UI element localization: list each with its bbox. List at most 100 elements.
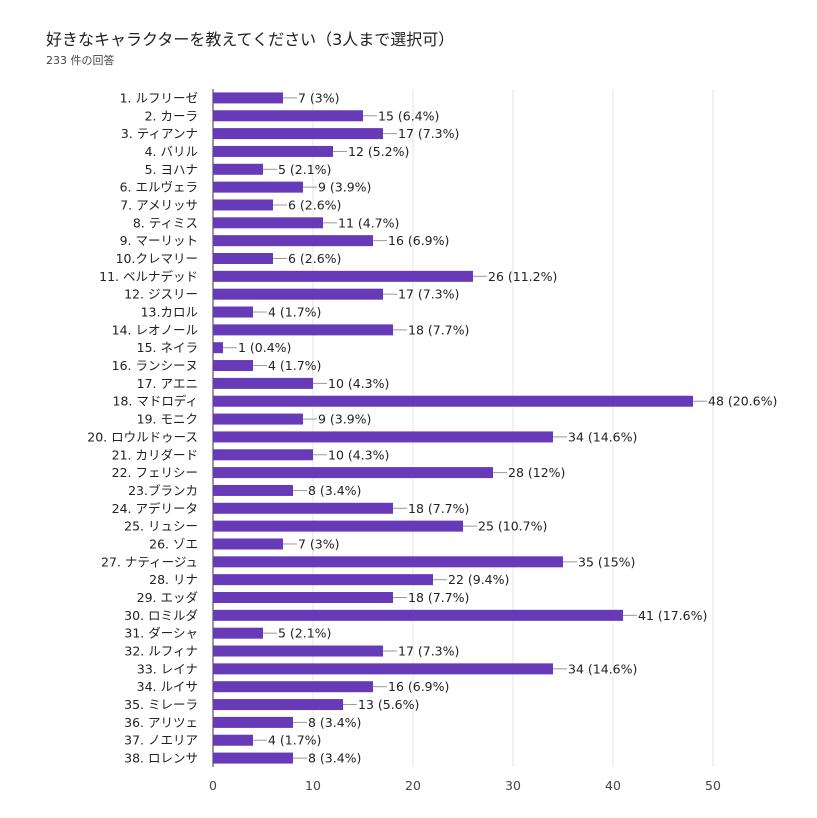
value-label: 7 (3%): [298, 90, 340, 105]
bar: [213, 342, 223, 354]
category-label: 35. ミレーラ: [124, 697, 198, 712]
bar: [213, 467, 493, 479]
bar: [213, 324, 393, 336]
category-label: 31. ダーシャ: [124, 626, 198, 641]
bar: [213, 395, 693, 407]
value-label: 34 (14.6%): [568, 661, 637, 676]
value-label: 4 (1.7%): [268, 358, 321, 373]
value-label: 9 (3.9%): [318, 180, 371, 195]
chart-title: 好きなキャラクターを教えてください（3人まで選択可）: [46, 30, 455, 49]
bar: [213, 431, 553, 443]
category-label: 6. エルヴェラ: [120, 180, 198, 195]
category-label: 10.クレマリー: [116, 251, 198, 266]
category-label: 32. ルフィナ: [124, 644, 198, 659]
bar: [213, 609, 623, 621]
category-label: 23.ブランカ: [128, 483, 198, 498]
category-label: 4. バリル: [145, 144, 198, 159]
bar: [213, 128, 383, 140]
category-label: 13.カロル: [141, 305, 198, 320]
value-label: 18 (7.7%): [408, 590, 469, 605]
value-label: 4 (1.7%): [268, 305, 321, 320]
value-label: 28 (12%): [508, 465, 565, 480]
category-label: 11. ベルナデッド: [99, 269, 198, 284]
bar: [213, 377, 313, 389]
bar: [213, 145, 333, 157]
bar: [213, 627, 263, 639]
category-label: 18. マドロディ: [113, 394, 198, 409]
category-label: 2. カーラ: [145, 108, 198, 123]
bar: [213, 181, 303, 193]
value-label: 13 (5.6%): [358, 697, 419, 712]
value-label: 8 (3.4%): [308, 751, 361, 766]
bar: [213, 199, 273, 211]
bar: [213, 217, 323, 229]
response-count: 233 件の回答: [46, 54, 115, 67]
category-label: 16. ランシーヌ: [112, 358, 198, 373]
bar: [213, 502, 393, 514]
bar: [213, 306, 253, 318]
category-label: 15. ネイラ: [137, 340, 198, 355]
bar: [213, 681, 373, 693]
bar: [213, 663, 553, 675]
value-label: 11 (4.7%): [338, 215, 399, 230]
category-label: 22. フェリシー: [112, 465, 198, 480]
category-label: 33. レイナ: [137, 661, 198, 676]
value-label: 25 (10.7%): [478, 519, 547, 534]
value-label: 26 (11.2%): [488, 269, 557, 284]
bar: [213, 484, 293, 496]
category-label: 17. アエニ: [137, 376, 198, 391]
category-label: 36. アリツェ: [124, 715, 198, 730]
bar: [213, 413, 303, 425]
category-label: 37. ノエリア: [124, 733, 198, 748]
category-label: 29. エッダ: [137, 590, 198, 605]
bar: [213, 449, 313, 461]
value-label: 10 (4.3%): [328, 447, 389, 462]
category-label: 25. リュシー: [124, 519, 198, 534]
value-label: 1 (0.4%): [238, 340, 291, 355]
bar: [213, 538, 283, 550]
bar: [213, 92, 283, 104]
value-label: 5 (2.1%): [278, 626, 331, 641]
category-label: 24. アデリータ: [112, 501, 198, 516]
value-label: 16 (6.9%): [388, 233, 449, 248]
bar: [213, 288, 383, 300]
value-label: 15 (6.4%): [378, 108, 439, 123]
category-label: 20. ロウルドゥース: [87, 429, 198, 444]
value-label: 18 (7.7%): [408, 322, 469, 337]
category-label: 1. ルフリーゼ: [120, 90, 198, 105]
value-label: 10 (4.3%): [328, 376, 389, 391]
bar: [213, 556, 563, 568]
bar: [213, 592, 393, 603]
value-label: 8 (3.4%): [308, 715, 361, 730]
x-tick-label: 50: [705, 778, 721, 793]
value-label: 18 (7.7%): [408, 501, 469, 516]
value-label: 22 (9.4%): [448, 572, 509, 587]
value-label: 12 (5.2%): [348, 144, 409, 159]
value-label: 5 (2.1%): [278, 162, 331, 177]
x-tick-label: 0: [209, 778, 217, 793]
value-label: 48 (20.6%): [708, 394, 777, 409]
value-label: 17 (7.3%): [398, 126, 459, 141]
bar: [213, 253, 273, 264]
value-label: 17 (7.3%): [398, 287, 459, 302]
category-label: 26. ゾエ: [149, 536, 198, 551]
value-label: 16 (6.9%): [388, 679, 449, 694]
category-label: 30. ロミルダ: [124, 608, 198, 623]
bar: [213, 734, 253, 746]
category-label: 19. モニク: [137, 412, 198, 427]
value-label: 34 (14.6%): [568, 429, 637, 444]
bar: [213, 360, 253, 372]
bar: [213, 270, 473, 282]
value-label: 35 (15%): [578, 554, 635, 569]
bar: [213, 574, 433, 586]
value-label: 8 (3.4%): [308, 483, 361, 498]
category-label: 14. レオノール: [112, 322, 198, 337]
category-label: 7. アメリッサ: [120, 197, 198, 212]
category-label: 38. ロレンサ: [124, 751, 198, 766]
bar: [213, 110, 363, 122]
x-tick-label: 10: [305, 778, 321, 793]
bar: [213, 752, 293, 764]
value-label: 41 (17.6%): [638, 608, 707, 623]
bar: [213, 235, 373, 247]
